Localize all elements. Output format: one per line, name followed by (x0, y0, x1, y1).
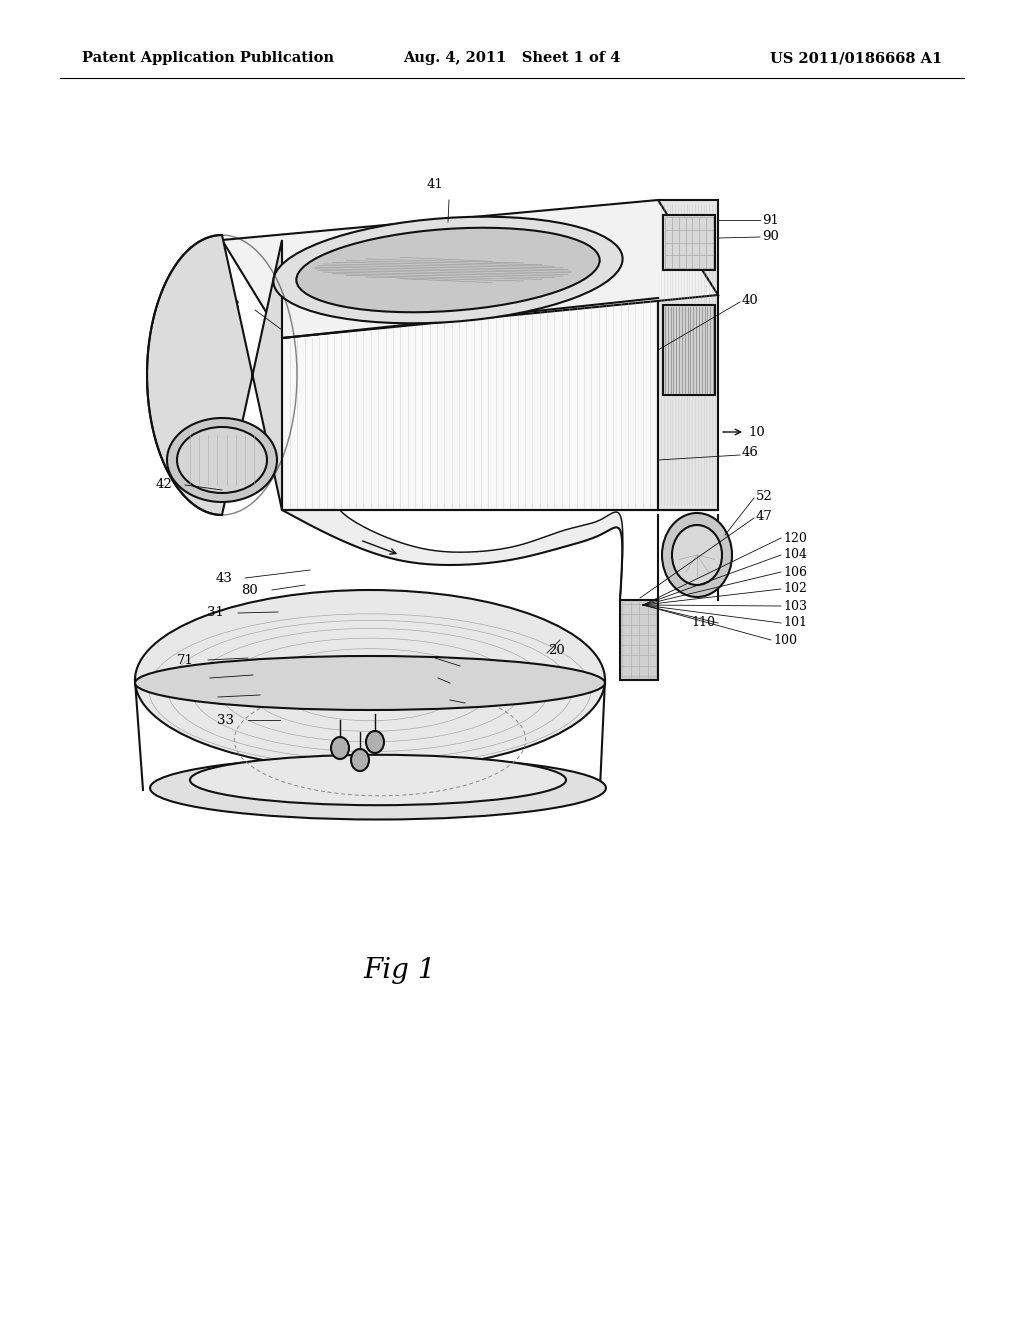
Text: 120: 120 (783, 532, 807, 544)
Ellipse shape (167, 418, 278, 502)
Polygon shape (663, 215, 715, 271)
Text: 83: 83 (452, 675, 469, 688)
Text: 91: 91 (762, 214, 779, 227)
Text: 30: 30 (467, 697, 484, 710)
Text: Aug. 4, 2011   Sheet 1 of 4: Aug. 4, 2011 Sheet 1 of 4 (403, 51, 621, 65)
Ellipse shape (151, 756, 606, 820)
Text: 71: 71 (177, 653, 194, 667)
Ellipse shape (366, 731, 384, 752)
Ellipse shape (662, 513, 732, 597)
Text: 106: 106 (783, 565, 807, 578)
Text: Patent Application Publication: Patent Application Publication (82, 51, 334, 65)
Polygon shape (658, 201, 718, 510)
Text: 31: 31 (207, 606, 224, 619)
Ellipse shape (331, 737, 349, 759)
Text: 52: 52 (756, 490, 773, 503)
Text: 103: 103 (783, 599, 807, 612)
Text: 102: 102 (783, 582, 807, 595)
Ellipse shape (296, 228, 600, 313)
Ellipse shape (672, 525, 722, 585)
Text: Fig 1: Fig 1 (364, 957, 436, 983)
Text: 104: 104 (783, 549, 807, 561)
Text: 82: 82 (462, 657, 479, 671)
Text: 10: 10 (748, 425, 765, 438)
Ellipse shape (135, 656, 605, 710)
Text: 20: 20 (548, 644, 565, 656)
Text: 110: 110 (691, 616, 715, 630)
Text: 43: 43 (215, 572, 232, 585)
Ellipse shape (135, 590, 605, 770)
Text: 48: 48 (223, 301, 240, 314)
Text: 101: 101 (783, 616, 807, 630)
Polygon shape (620, 601, 658, 680)
Ellipse shape (190, 755, 566, 805)
Polygon shape (222, 201, 718, 338)
Polygon shape (147, 235, 282, 515)
Ellipse shape (177, 426, 267, 492)
Text: 41: 41 (427, 178, 443, 191)
Text: 47: 47 (756, 511, 773, 524)
Polygon shape (282, 510, 623, 601)
Text: 81: 81 (179, 672, 196, 685)
Text: 34: 34 (187, 690, 204, 704)
Polygon shape (663, 305, 715, 395)
Text: 33: 33 (217, 714, 234, 726)
Polygon shape (282, 298, 658, 510)
Text: US 2011/0186668 A1: US 2011/0186668 A1 (770, 51, 942, 65)
Text: 40: 40 (742, 293, 759, 306)
Text: 42: 42 (156, 479, 172, 491)
Text: 46: 46 (742, 446, 759, 459)
Ellipse shape (273, 216, 623, 323)
Text: 80: 80 (242, 583, 258, 597)
Ellipse shape (351, 748, 369, 771)
Text: 90: 90 (762, 231, 779, 243)
Text: 100: 100 (773, 634, 797, 647)
